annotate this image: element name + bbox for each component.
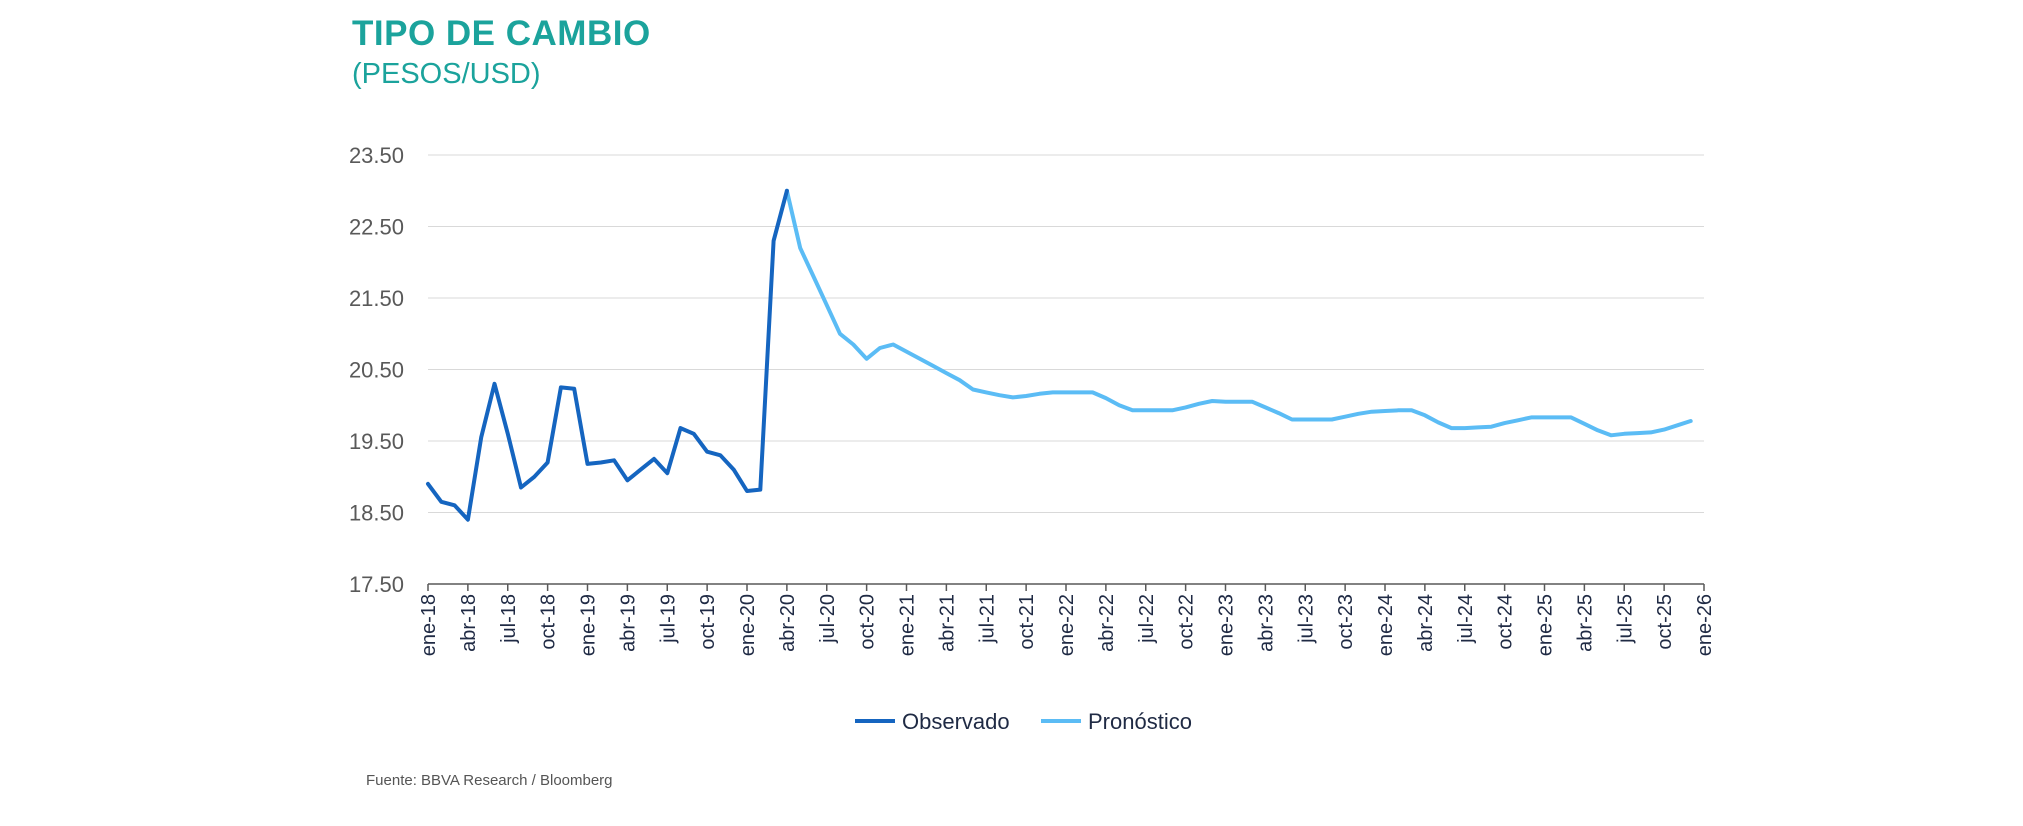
x-tick-label: abr-20 — [777, 594, 799, 652]
x-tick-label: jul-19 — [657, 594, 679, 644]
legend-label-pronostico: Pronóstico — [1088, 709, 1192, 734]
x-tick-label: ene-22 — [1056, 594, 1078, 656]
legend-label-observado: Observado — [902, 709, 1010, 734]
grid-lines — [428, 154, 1704, 513]
x-tick-label: ene-21 — [897, 594, 919, 656]
x-tick-label: ene-25 — [1535, 594, 1557, 656]
x-tick-label: ene-18 — [418, 594, 440, 656]
x-tick-label: oct-21 — [1016, 594, 1038, 650]
x-tick-label: oct-23 — [1335, 594, 1357, 650]
x-tick-label: oct-18 — [538, 594, 560, 650]
x-tick-label: abr-18 — [458, 594, 480, 652]
x-tick-label: abr-21 — [936, 594, 958, 652]
x-tick-label: ene-23 — [1216, 594, 1238, 656]
x-tick-label: oct-24 — [1495, 594, 1517, 650]
y-tick-label: 22.50 — [349, 215, 404, 240]
x-tick-label: abr-25 — [1574, 594, 1596, 652]
x-tick-label: ene-19 — [578, 594, 600, 656]
y-tick-label: 21.50 — [349, 286, 404, 311]
x-tick-label: jul-18 — [498, 594, 520, 644]
x-tick-label: jul-20 — [817, 594, 839, 644]
x-tick-label: jul-23 — [1295, 594, 1317, 644]
x-tick-label: abr-23 — [1255, 594, 1277, 652]
x-tick-label: jul-24 — [1455, 594, 1477, 644]
y-tick-label: 20.50 — [349, 358, 404, 383]
x-tick-label: oct-19 — [697, 594, 719, 650]
x-tick-label: jul-22 — [1136, 594, 1158, 644]
y-tick-label: 19.50 — [349, 429, 404, 454]
chart-title: TIPO DE CAMBIO — [352, 14, 651, 53]
x-tick-label: abr-22 — [1096, 594, 1118, 652]
legend: Observado Pronóstico — [855, 709, 1192, 734]
x-tick-label: ene-26 — [1694, 594, 1716, 656]
x-tick-label: oct-22 — [1176, 594, 1198, 650]
series-line-pronostico — [784, 188, 1693, 438]
x-tick-label: oct-25 — [1654, 594, 1676, 650]
x-tick-label: ene-24 — [1375, 594, 1397, 656]
y-tick-label: 23.50 — [349, 143, 404, 168]
x-tick-label: oct-20 — [857, 594, 879, 650]
x-axis: ene-18 abr-18 jul-18 oct-18 ene-19 abr-19 jul-… — [418, 583, 1716, 656]
series-lines — [426, 188, 1693, 522]
x-tick-label: jul-25 — [1614, 594, 1636, 644]
y-tick-label: 17.50 — [349, 572, 404, 597]
x-tick-label: abr-24 — [1415, 594, 1437, 652]
x-tick-label: abr-19 — [617, 594, 639, 652]
y-axis-ticks: 23.50 22.50 21.50 20.50 19.50 18.50 17.50 — [349, 143, 404, 597]
x-tick-label: jul-21 — [976, 594, 998, 644]
y-tick-label: 18.50 — [349, 501, 404, 526]
series-line-observado — [426, 188, 789, 522]
chart-subtitle: (PESOS/USD) — [352, 58, 541, 90]
source-note: Fuente: BBVA Research / Bloomberg — [366, 772, 613, 789]
x-tick-label: ene-20 — [737, 594, 759, 656]
